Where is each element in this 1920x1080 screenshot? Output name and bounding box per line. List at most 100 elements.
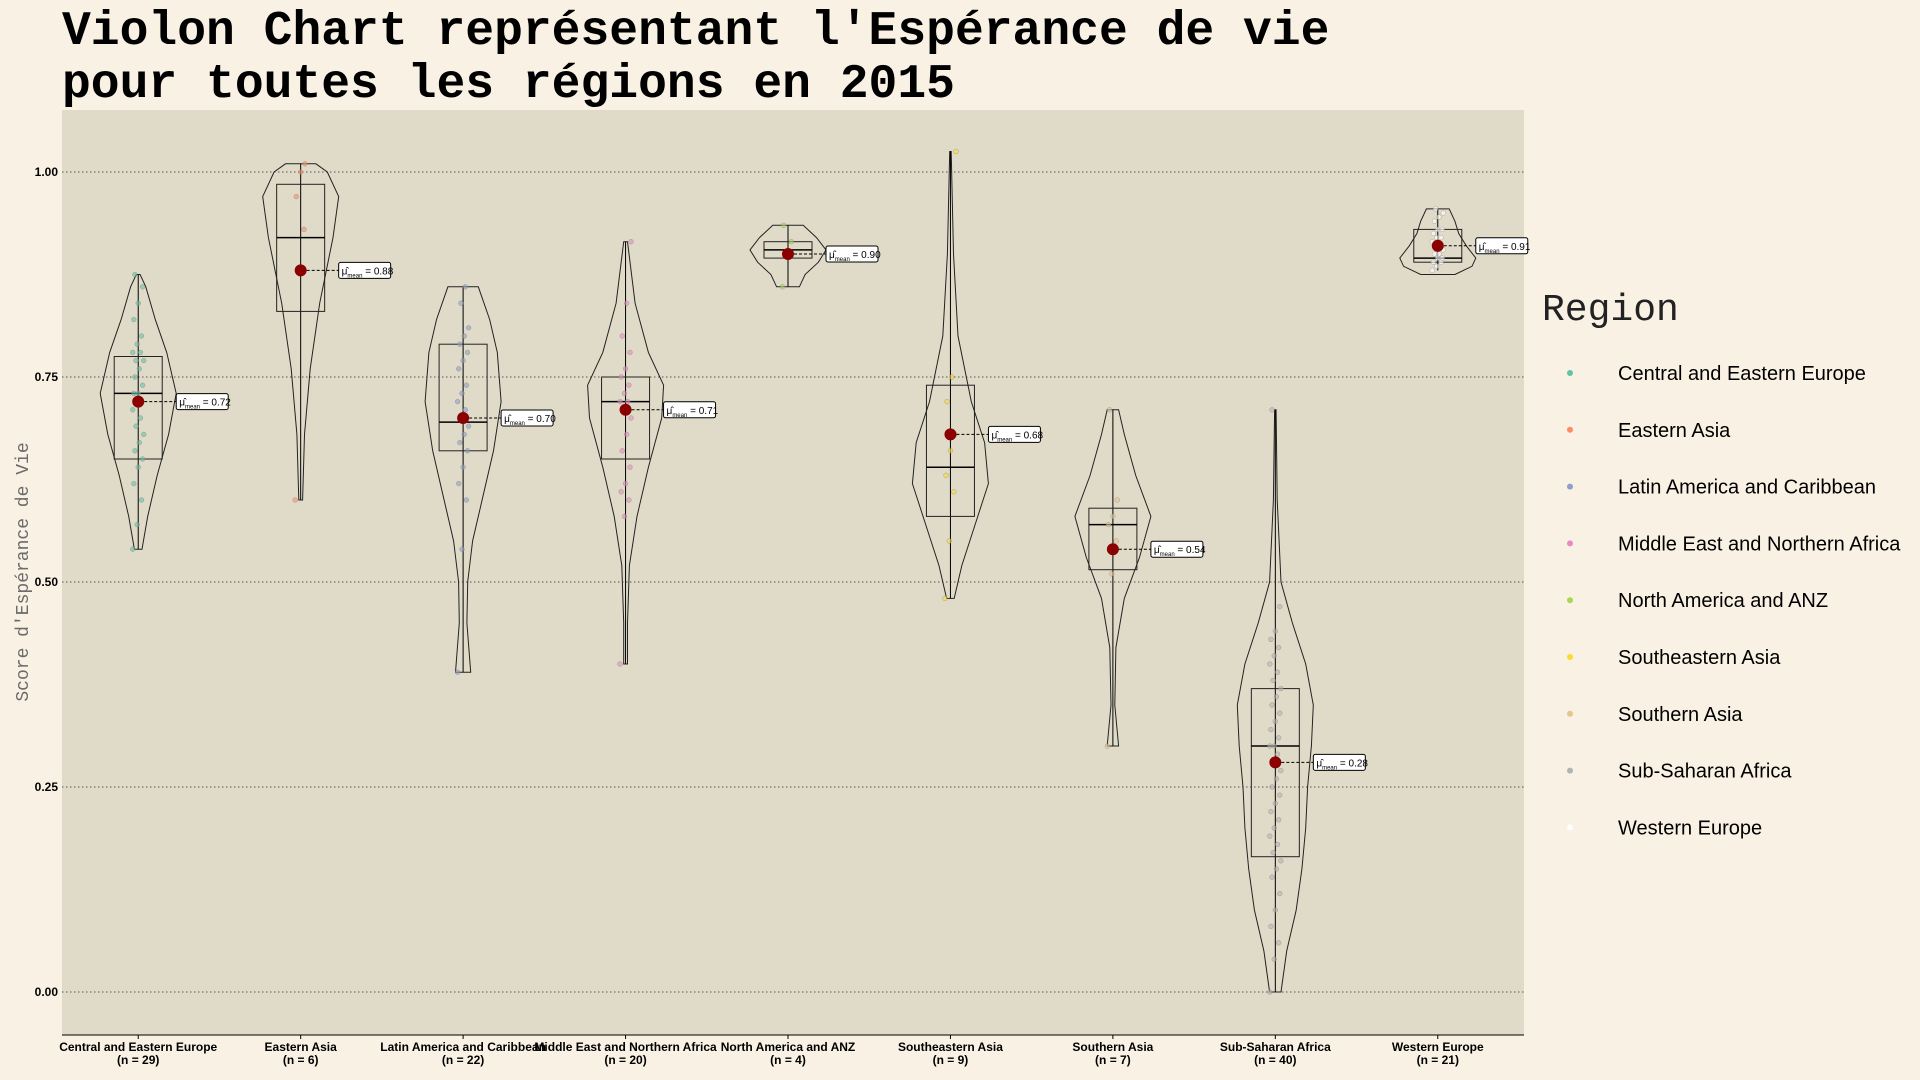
data-point [1278,858,1284,864]
mean-point [457,412,470,424]
y-tick-label: 0.75 [35,370,59,384]
data-point [1438,235,1444,241]
data-point [1273,694,1279,700]
data-point [141,358,147,364]
data-point [1433,206,1439,212]
data-point [464,349,471,355]
data-point [1269,407,1275,413]
legend-key [1567,654,1573,660]
data-point [1430,259,1436,265]
box [276,183,326,312]
data-point [1434,235,1440,241]
x-tick-count: (n = 22) [442,1053,484,1067]
data-point [618,374,624,380]
data-point [466,325,472,331]
legend: Region Central and Eastern Europe Eastern… [1542,289,1901,839]
mean-label: μ̂mean = 0.70 [504,413,556,427]
violins: μ̂mean = 0.72 μ̂mean = 0.88 μ̂mean = 0.70 μ… [99,148,1531,995]
data-point [1114,497,1120,503]
data-point [455,669,461,675]
data-point [623,366,629,372]
x-axis: Central and Eastern Europe(n = 29) Easter… [59,1035,1484,1067]
data-point [1268,727,1274,733]
data-point [617,661,623,667]
data-point [942,595,948,601]
legend-key [1567,824,1573,831]
data-point [1276,940,1282,946]
violin-group: μ̂mean = 0.91 [1399,206,1531,275]
mean-label: μ̂mean = 0.91 [1479,241,1531,255]
data-point [617,399,623,405]
data-point [137,349,143,355]
mean-label: μ̂mean = 0.68 [991,429,1043,443]
mean-label-box [663,401,717,419]
legend-title: Region [1542,289,1679,332]
data-point [947,448,953,454]
x-tick-label: Western Europe [1392,1040,1484,1054]
data-point [459,546,465,552]
violin-shape [911,151,989,599]
data-point [134,341,140,347]
data-point [464,448,471,454]
data-point [132,374,138,380]
data-point [1273,776,1279,782]
violin-group: μ̂mean = 0.88 [262,161,394,503]
data-point [951,489,957,495]
legend-label: Sub-Saharan Africa [1618,761,1792,783]
x-tick-count: (n = 6) [283,1053,319,1067]
mean-point [619,403,632,416]
legend-key [1567,370,1573,376]
data-point [136,440,142,446]
box [925,384,975,517]
data-point [623,481,629,487]
legend-label: Central and Eastern Europe [1618,363,1866,385]
data-point [456,481,462,487]
box [601,376,651,460]
violin-shape [749,224,827,288]
data-point [135,464,141,470]
y-tick-label: 0.50 [35,575,59,589]
x-tick-label: Middle East and Northern Africa [534,1040,717,1054]
data-point [1267,661,1273,667]
mean-label: μ̂mean = 0.88 [342,265,394,279]
data-point [628,239,634,245]
data-point [621,390,628,396]
chart-title-line-2: pour toutes les régions en 2015 [62,58,955,112]
data-point [624,431,630,437]
data-point [458,300,464,306]
data-point [130,546,136,552]
x-tick-count: (n = 40) [1254,1053,1296,1067]
mean-point [294,264,307,277]
data-point [1435,226,1441,232]
data-point [461,333,467,339]
data-point [1274,751,1281,757]
data-point [1277,604,1283,610]
mean-point [132,395,145,408]
data-point [1431,218,1438,224]
data-point [459,390,465,396]
data-point [133,423,139,429]
data-point [133,358,139,364]
data-point [625,399,631,405]
mean-label-box [175,393,229,411]
data-point [301,226,307,232]
legend-label: Eastern Asia [1618,420,1731,442]
data-point [1269,874,1275,880]
x-tick-label: Central and Eastern Europe [59,1040,217,1054]
violin-group: μ̂mean = 0.68 [911,148,1044,601]
data-point [131,390,137,396]
mean-label-box [338,261,392,279]
mean-point [782,248,794,260]
y-axis-label: Score d'Espérance de Vie [14,442,34,701]
plot-panel [62,110,1524,1035]
data-point [944,399,950,405]
data-point [462,284,468,290]
data-point [457,341,463,347]
y-tick-label: 1.00 [35,165,59,179]
data-point [460,464,466,470]
data-point [1105,522,1112,528]
x-tick-label: Eastern Asia [265,1040,338,1054]
mean-label-box [1312,753,1366,771]
violin-shape [424,286,502,673]
